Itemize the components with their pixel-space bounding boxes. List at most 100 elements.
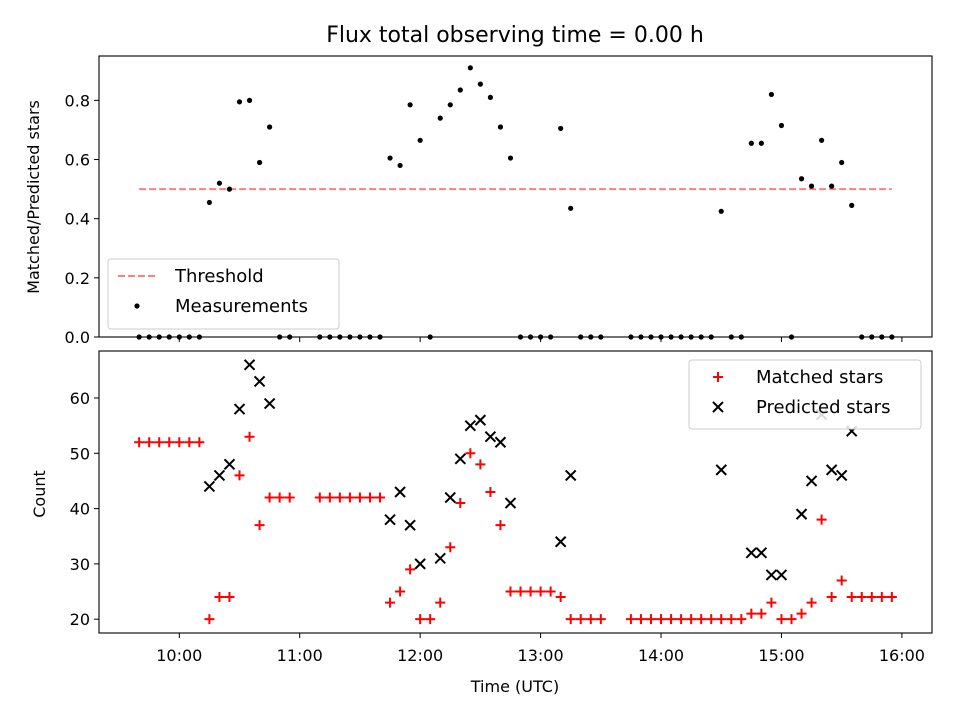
matched-star-point (385, 597, 396, 608)
matched-star-point (535, 586, 546, 597)
predicted-star-point (414, 558, 426, 570)
measurement-point (457, 87, 463, 93)
matched-star-point (876, 592, 887, 603)
x-tick-label: 14:00 (638, 646, 684, 665)
matched-star-point (224, 592, 235, 603)
matched-star-point (264, 492, 275, 503)
predicted-star-point (805, 475, 818, 487)
legend-label: Matched stars (756, 367, 883, 388)
matched-star-point (334, 492, 345, 503)
matched-star-point (756, 608, 767, 619)
matched-star-point (214, 592, 225, 603)
matched-star-point (585, 614, 596, 625)
predicted-star-point (223, 458, 236, 471)
matched-star-point (274, 492, 285, 503)
top-plot: 0.0 0.2 0.4 0.6 0.8 Threshold Measurements (65, 55, 933, 347)
measurement-point (748, 140, 754, 146)
matched-star-point (806, 597, 817, 608)
predicted-star-point (384, 513, 396, 526)
predicted-star-point (715, 464, 727, 476)
series-matched-stars (134, 431, 897, 625)
matched-star-point (435, 597, 446, 608)
measurement-point (437, 115, 443, 121)
bottom-plot: 20 30 40 50 60 10:00 11:00 12:00 13:00 14:00 15:00… (70, 350, 933, 665)
measurement-point (808, 183, 815, 189)
matched-star-point (154, 437, 165, 448)
matched-star-point (204, 614, 215, 625)
matched-star-point (786, 614, 797, 625)
measurement-point (407, 102, 413, 108)
matched-star-point (354, 492, 365, 503)
measurement-point (558, 125, 564, 132)
measurement-point (477, 81, 483, 87)
predicted-star-point (745, 547, 758, 559)
matched-star-point (174, 437, 185, 448)
y-tick-label: 0.2 (65, 269, 90, 288)
legend: Matched stars Predicted stars (688, 359, 922, 430)
matched-star-point (575, 614, 586, 625)
measurement-point (206, 199, 212, 206)
measurement-point (497, 124, 504, 130)
measurement-point (467, 65, 473, 71)
matched-star-point (595, 614, 606, 625)
matched-star-point (696, 614, 707, 625)
matched-star-point (415, 614, 426, 625)
matched-star-point (645, 614, 656, 625)
measurement-point (819, 137, 825, 143)
matched-star-point (555, 592, 566, 603)
matched-star-point (656, 614, 667, 625)
matched-star-point (445, 542, 456, 553)
plot-frame (98, 350, 933, 634)
matched-star-point (134, 437, 145, 448)
predicted-star-point (404, 519, 416, 531)
matched-star-point (284, 492, 295, 503)
measurement-point (387, 155, 393, 161)
measurement-point (267, 124, 273, 130)
matched-star-point (234, 470, 245, 481)
matched-star-point (766, 597, 777, 608)
measurement-point (487, 94, 494, 101)
predicted-star-point (564, 469, 577, 482)
matched-star-point (475, 459, 486, 470)
x-tick-label: 12:00 (397, 646, 443, 665)
measurement-point (447, 102, 453, 108)
matched-star-point (344, 492, 355, 503)
predicted-star-point (233, 403, 246, 415)
matched-star-point (324, 492, 335, 503)
y-tick-label: 30 (70, 555, 90, 574)
matched-star-point (314, 492, 325, 503)
measurement-point (256, 159, 263, 166)
measurement-point (397, 162, 403, 169)
x-tick-label: 11:00 (277, 646, 323, 665)
matched-star-point (706, 614, 717, 625)
y-tick-label: 0.8 (65, 91, 90, 110)
legend-label: Threshold (174, 266, 264, 287)
matched-star-point (826, 592, 837, 603)
measurement-point (507, 155, 514, 161)
matched-star-point (776, 614, 787, 625)
matched-star-point (796, 608, 807, 619)
matched-star-point (545, 586, 556, 597)
y-tick-label: 0.6 (65, 151, 90, 170)
measurement-point (236, 99, 243, 105)
matched-star-point (495, 520, 506, 531)
measurement-point (718, 208, 724, 214)
predicted-star-point (795, 508, 808, 520)
predicted-star-point (203, 480, 216, 493)
predicted-star-point (835, 469, 848, 482)
measurement-point (216, 180, 223, 186)
matched-star-point (515, 586, 526, 597)
matched-star-point (866, 592, 877, 603)
matched-star-point (716, 614, 727, 625)
legend-marker-matched (713, 372, 723, 382)
predicted-star-point (434, 552, 446, 565)
matched-star-point (244, 431, 255, 442)
predicted-star-point (494, 436, 507, 448)
matched-star-point (635, 614, 646, 625)
matched-star-point (184, 437, 195, 448)
series-predicted-stars (203, 359, 858, 581)
matched-star-point (164, 437, 175, 448)
matched-star-point (886, 592, 897, 603)
y-tick-label: 0.4 (65, 210, 90, 229)
measurement-point (226, 186, 233, 192)
